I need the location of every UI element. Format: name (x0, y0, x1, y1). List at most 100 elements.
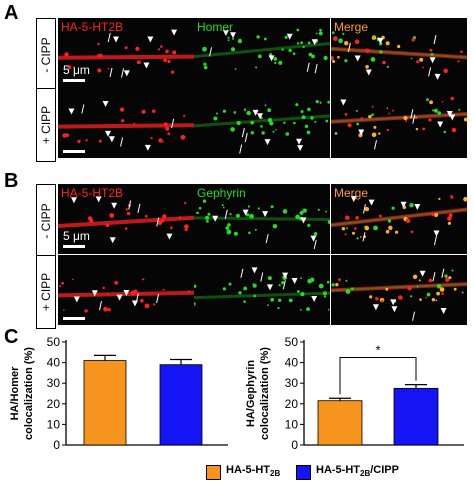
punctum (364, 225, 370, 231)
punctum (163, 58, 168, 63)
arrowhead-icon (102, 101, 109, 108)
punctum (62, 133, 67, 138)
punctum (267, 304, 269, 307)
punctum (257, 54, 262, 59)
arrowhead-icon (251, 267, 258, 274)
punctum (444, 274, 448, 278)
punctum (322, 291, 327, 296)
punctum (388, 112, 390, 115)
punctum (283, 121, 286, 124)
punctum (373, 225, 378, 231)
arrow-icon (128, 200, 132, 210)
arrowhead-icon (268, 55, 275, 62)
micrograph-image (331, 268, 467, 321)
punctum (370, 57, 376, 62)
punctum (356, 237, 359, 240)
arrow-icon (374, 140, 377, 150)
arrowhead-icon (109, 237, 116, 244)
punctum (150, 137, 153, 140)
punctum (429, 48, 433, 52)
punctum (412, 274, 418, 279)
punctum (278, 60, 283, 65)
punctum (409, 203, 414, 208)
punctum (355, 216, 359, 220)
punctum (203, 65, 208, 70)
arrow-icon (137, 203, 141, 214)
punctum (463, 117, 467, 122)
row-label-text: - CIPP (39, 203, 53, 239)
punctum (213, 116, 218, 121)
punctum (172, 50, 177, 55)
punctum (410, 230, 414, 234)
punctum (233, 111, 237, 114)
arrowhead-icon (300, 217, 307, 224)
punctum (445, 277, 450, 282)
punctum (325, 119, 329, 123)
punctum (107, 67, 110, 70)
punctum (415, 116, 417, 119)
punctum (130, 290, 136, 295)
arrow-icon (265, 233, 269, 244)
punctum (447, 221, 451, 225)
punctum (463, 196, 467, 202)
punctum (354, 227, 357, 230)
punctum (443, 68, 448, 73)
arrow-icon (240, 268, 244, 278)
punctum (447, 216, 452, 221)
punctum (308, 52, 313, 57)
punctum (438, 197, 441, 200)
punctum (426, 98, 429, 102)
dendrite (194, 291, 330, 300)
punctum (275, 129, 277, 131)
punctum (97, 68, 102, 73)
punctum (392, 109, 394, 112)
bar-chart-gephyrin: 0 10 20 30 40 50 HA/Gephyrin colocalization (%)… (245, 335, 464, 452)
punctum (184, 228, 188, 232)
punctum (273, 57, 278, 61)
punctum (333, 36, 338, 41)
punctum (98, 139, 102, 143)
punctum (307, 41, 311, 45)
micrograph-image (58, 278, 194, 313)
arrow-icon (241, 127, 245, 138)
punctum (430, 53, 434, 56)
punctum (431, 298, 436, 302)
arrow-icon (347, 42, 351, 52)
punctum (379, 214, 382, 218)
arrowhead-icon (73, 296, 80, 303)
punctum (327, 308, 330, 311)
arrow-icon (171, 118, 175, 128)
punctum (61, 281, 64, 285)
arrowhead-icon (262, 211, 269, 218)
punctum (365, 65, 369, 69)
punctum (448, 276, 452, 280)
punctum (277, 307, 280, 310)
micrograph-a-minus-cipp-homer: Homer (194, 18, 330, 88)
punctum (428, 278, 433, 283)
punctum (429, 100, 433, 105)
arrow-icon (224, 209, 228, 219)
punctum (457, 60, 460, 63)
punctum (386, 65, 389, 68)
y-tick-label: 10 (285, 417, 299, 431)
legend-label-sub: 2B (270, 469, 281, 479)
punctum (250, 131, 254, 135)
punctum (126, 211, 131, 216)
arrowhead-icon (434, 73, 441, 80)
punctum (160, 45, 163, 48)
punctum (410, 57, 413, 60)
punctum (236, 120, 241, 126)
channel-label: HA-5-HT2B (61, 186, 124, 200)
arrow-icon (156, 293, 160, 304)
punctum (410, 295, 413, 298)
punctum (407, 285, 412, 291)
punctum (300, 308, 302, 311)
arrowhead-icon (429, 57, 436, 64)
punctum (419, 57, 424, 62)
punctum (284, 35, 288, 39)
punctum (451, 269, 454, 272)
punctum (300, 277, 302, 280)
arrowhead-icon (291, 277, 298, 284)
arrowhead-icon (437, 121, 444, 128)
punctum (281, 281, 285, 285)
